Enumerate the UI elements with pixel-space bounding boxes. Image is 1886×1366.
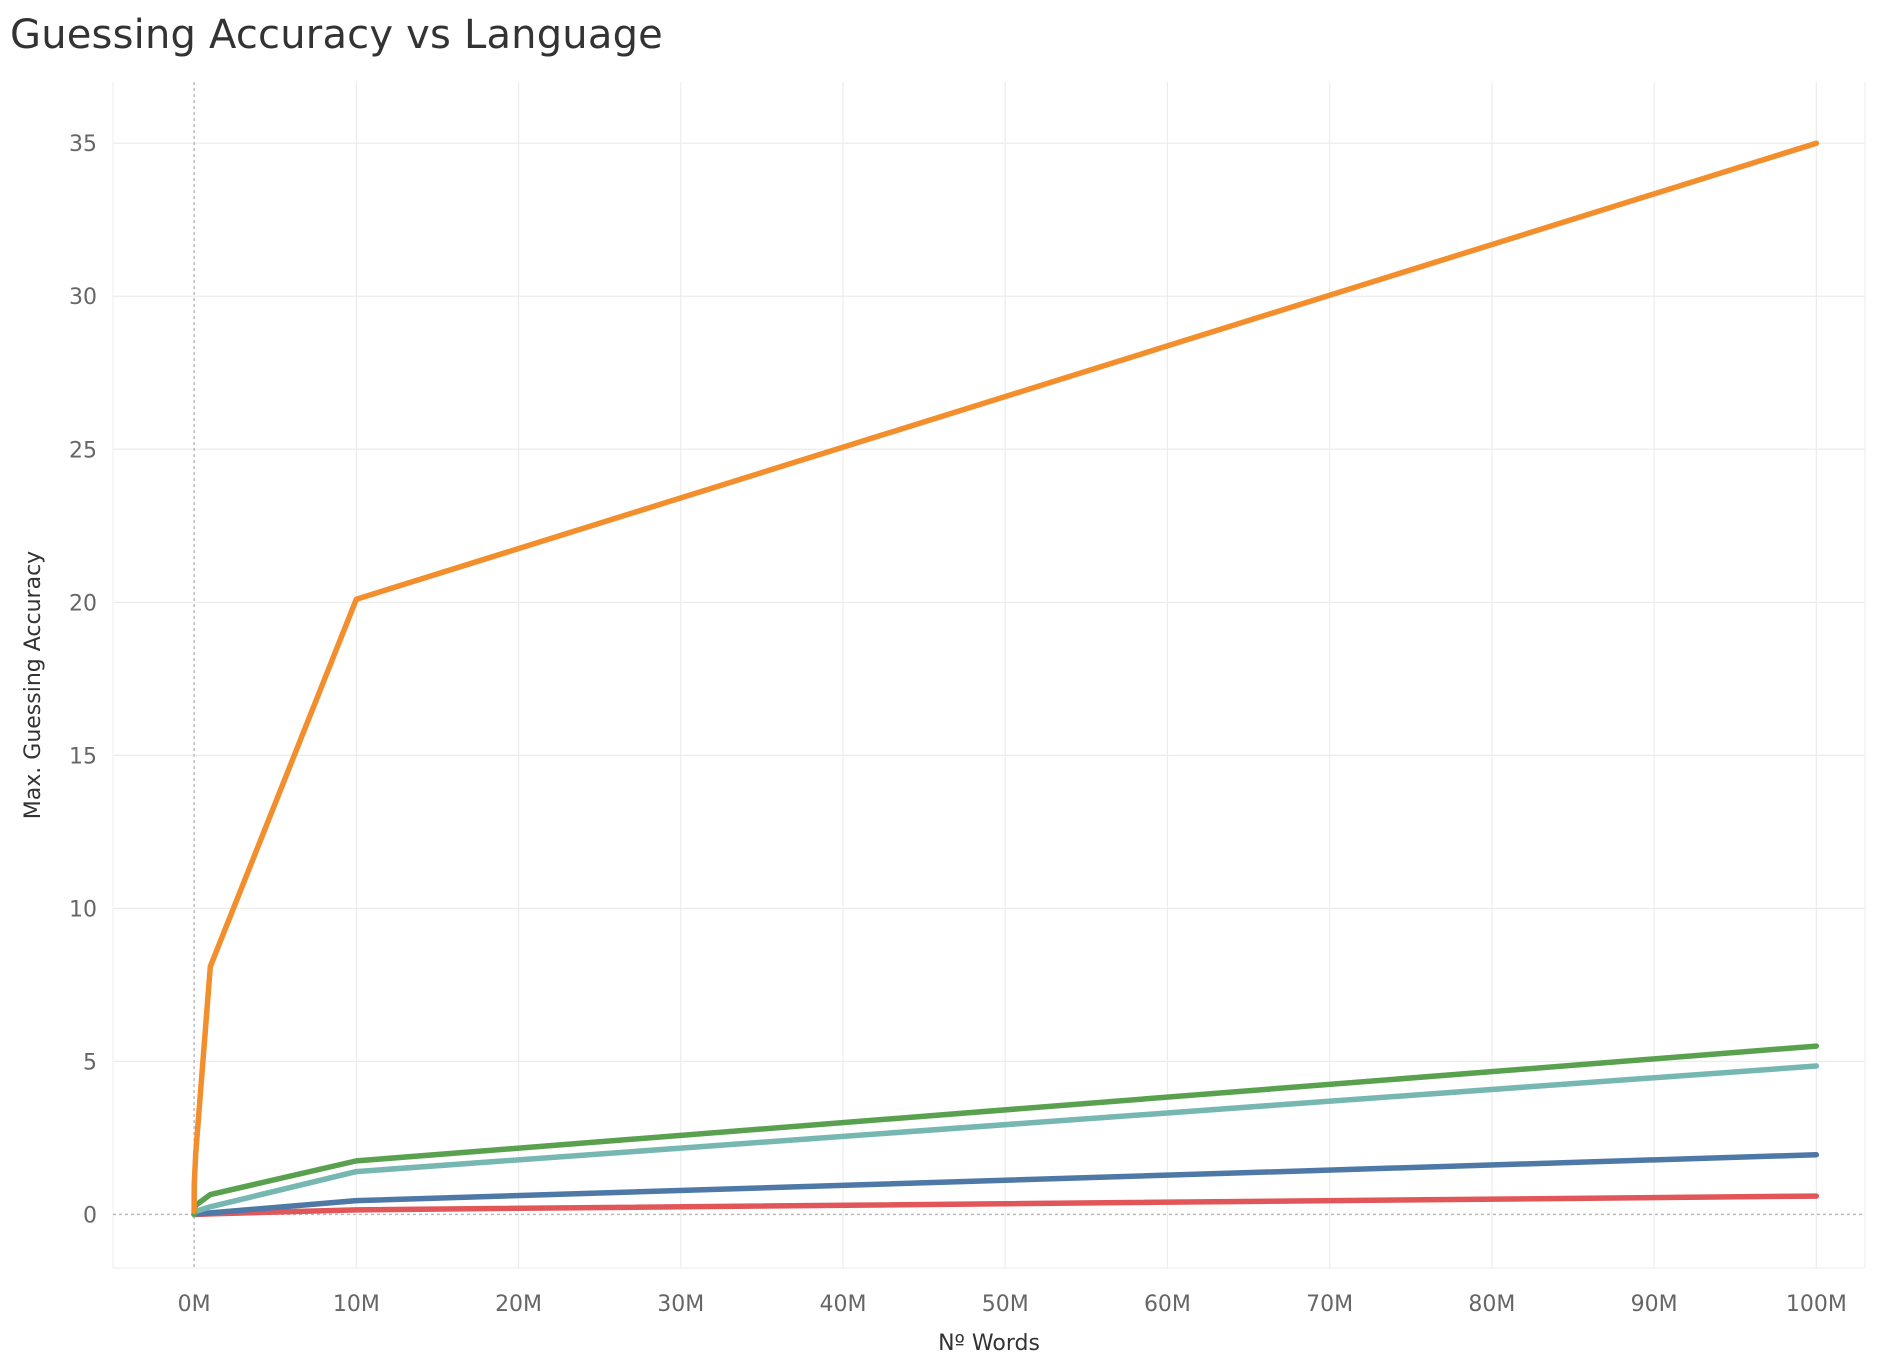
x-tick-label: 100M (1786, 1292, 1847, 1317)
y-tick-label: 25 (69, 438, 97, 463)
y-tick-label: 30 (69, 285, 97, 310)
x-tick-label: 30M (657, 1292, 704, 1317)
x-tick-label: 20M (495, 1292, 542, 1317)
y-tick-label: 20 (69, 591, 97, 616)
zero-reference-lines (113, 82, 1865, 1268)
y-tick-label: 15 (69, 744, 97, 769)
chart-title: Guessing Accuracy vs Language (10, 12, 663, 58)
x-tick-label: 50M (982, 1292, 1029, 1317)
series-line-1 (191, 140, 1820, 1215)
y-axis-title: Max. Guessing Accuracy (21, 551, 46, 819)
x-tick-label: 80M (1468, 1292, 1515, 1317)
y-axis-ticks: 0 5 10 15 20 25 30 35 (69, 132, 97, 1228)
x-tick-label: 60M (1144, 1292, 1191, 1317)
series-lines (191, 140, 1820, 1218)
x-tick-label: 10M (333, 1292, 380, 1317)
x-tick-label: 70M (1306, 1292, 1353, 1317)
x-tick-label: 90M (1631, 1292, 1678, 1317)
y-tick-label: 0 (83, 1203, 97, 1228)
grid (112, 82, 1866, 1269)
x-tick-label: 40M (820, 1292, 867, 1317)
x-tick-label: 0M (178, 1292, 211, 1317)
y-tick-label: 35 (69, 132, 97, 157)
x-axis-title: Nº Words (938, 1331, 1040, 1356)
y-tick-label: 5 (83, 1050, 97, 1075)
x-axis-ticks: 0M 10M 20M 30M 40M 50M 60M 70M 80M 90M 100M (178, 1292, 1847, 1317)
y-tick-label: 10 (69, 897, 97, 922)
